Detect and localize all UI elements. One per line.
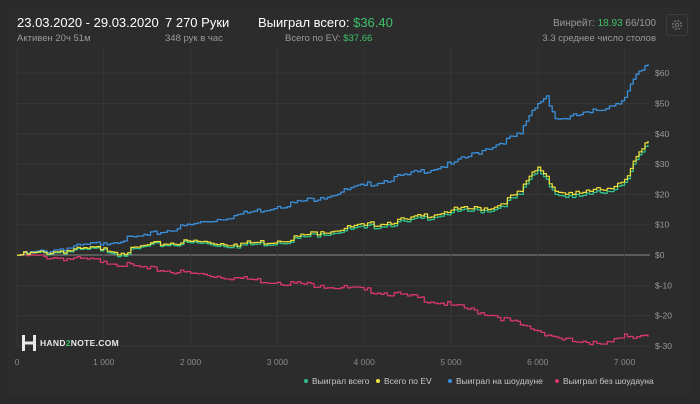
grid xyxy=(16,48,650,347)
legend-marker xyxy=(304,379,308,383)
legend-marker xyxy=(376,379,380,383)
x-tick-label: 0 xyxy=(15,357,20,367)
y-tick-label: $40 xyxy=(655,129,669,139)
legend-label: Выиграл всего xyxy=(312,376,370,386)
avg-tables: 3.3 среднее число столов xyxy=(542,33,656,44)
date-range: 23.03.2020 - 29.03.2020 xyxy=(17,15,159,30)
active-time: Активен 20ч 51м xyxy=(17,33,91,44)
ev-total-value: $37.66 xyxy=(343,33,373,44)
winrate: Винрейт: 18.93 66/100 xyxy=(553,18,656,29)
y-axis-ticks: $60 $50 $40 $30 $20 $10 $0 $-10 $-20 $-30 xyxy=(655,68,672,351)
won-total-label: Выиграл всего: xyxy=(258,15,350,30)
winrate-value: 18.93 xyxy=(597,18,623,29)
x-axis-ticks: 0 1 000 2 000 3 000 4 000 5 000 6 000 7 000 xyxy=(15,357,636,367)
y-tick-label: $10 xyxy=(655,220,669,230)
settings-gear-button[interactable] xyxy=(666,14,688,36)
y-tick-label: $0 xyxy=(655,250,665,260)
x-tick-label: 6 000 xyxy=(527,357,549,367)
winrate-rest: 66/100 xyxy=(625,18,656,29)
y-tick-label: $-20 xyxy=(655,311,672,321)
hand2note-logo-icon xyxy=(22,335,36,351)
x-tick-label: 1 000 xyxy=(93,357,115,367)
x-tick-label: 7 000 xyxy=(614,357,636,367)
won-total-value: $36.40 xyxy=(353,15,393,30)
logo-text: HAND2NOTE.COM xyxy=(40,338,119,348)
series-line xyxy=(17,64,649,256)
winrate-label: Винрейт: xyxy=(552,18,595,29)
series-line xyxy=(17,140,649,256)
chart-panel xyxy=(8,8,692,396)
legend-label: Выиграл на шоудауне xyxy=(456,376,543,386)
logo-text-a: HAND xyxy=(40,338,66,348)
x-tick-label: 3 000 xyxy=(267,357,289,367)
x-tick-label: 4 000 xyxy=(354,357,376,367)
ev-total: Всего по EV: $37.66 xyxy=(285,33,372,44)
ev-total-label: Всего по EV: xyxy=(285,33,341,44)
x-tick-label: 2 000 xyxy=(180,357,202,367)
y-tick-label: $30 xyxy=(655,159,669,169)
hands-per-hour: 348 рук в час xyxy=(165,33,223,44)
series-lines xyxy=(17,64,649,346)
legend-marker xyxy=(448,379,452,383)
hand2note-logo: HAND2NOTE.COM xyxy=(22,335,119,351)
won-total: Выиграл всего: $36.40 xyxy=(258,15,393,30)
legend-label: Всего по EV xyxy=(384,376,432,386)
legend-marker xyxy=(555,379,559,383)
y-tick-label: $60 xyxy=(655,68,669,78)
series-line xyxy=(17,144,649,258)
y-tick-label: $-30 xyxy=(655,341,672,351)
y-tick-label: $-10 xyxy=(655,280,672,290)
logo-text-b: 2 xyxy=(65,338,71,348)
series-line xyxy=(17,252,649,346)
x-tick-label: 5 000 xyxy=(440,357,462,367)
gear-icon xyxy=(671,19,683,31)
legend-label: Выиграл без шоудауна xyxy=(563,376,654,386)
y-tick-label: $50 xyxy=(655,98,669,108)
legend: Выиграл всего Всего по EV Выиграл на шоуда… xyxy=(304,376,654,386)
y-tick-label: $20 xyxy=(655,189,669,199)
logo-text-c: NOTE.COM xyxy=(70,338,120,348)
hands-count: 7 270 Руки xyxy=(165,15,230,30)
